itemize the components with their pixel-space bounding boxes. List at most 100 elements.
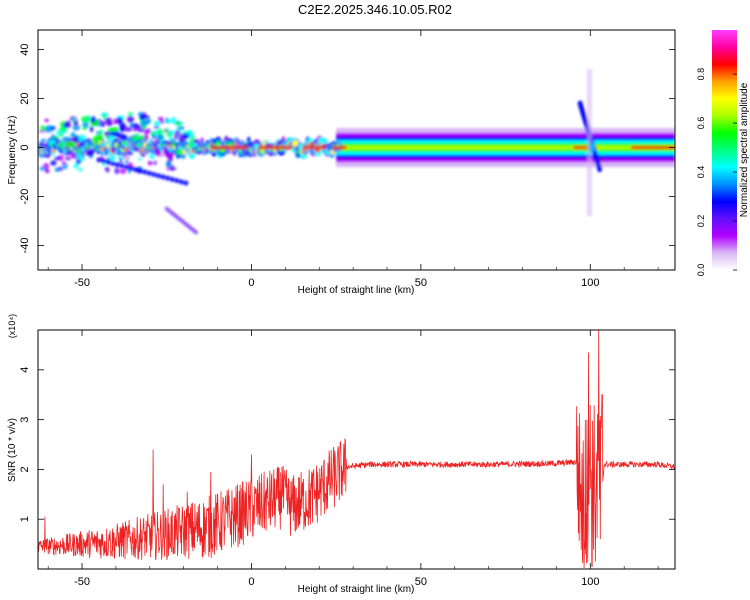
colorbar-label: Normalized spectral amplitude — [739, 82, 750, 217]
cloud-blob — [153, 120, 161, 127]
cloud-blob — [119, 126, 125, 133]
spectrogram-marks — [38, 69, 675, 235]
cloud-blob — [164, 140, 173, 145]
lower-blob — [169, 157, 173, 161]
cloud-blob — [173, 132, 177, 141]
cloud-blob — [174, 121, 183, 127]
band-hot-core — [332, 145, 347, 150]
cloud-blob — [48, 139, 56, 145]
cloud-blob — [171, 116, 176, 124]
diagonal-streak-dot — [110, 160, 116, 166]
diagonal-streak-dot — [160, 174, 166, 180]
lower-blob — [44, 168, 50, 174]
lower-blob — [169, 167, 177, 171]
lower-blob — [65, 156, 72, 161]
lower-blob — [85, 152, 91, 156]
snr-y-tick-label: 1 — [19, 516, 31, 522]
cloud-blob — [166, 132, 171, 137]
cloud-blob — [150, 130, 154, 138]
diagonal-streak-dot — [96, 157, 102, 163]
cloud-blob — [155, 134, 165, 140]
band-hot-core — [302, 145, 327, 150]
lower-blob — [119, 158, 123, 163]
band-hot-core — [573, 145, 598, 150]
diagonal-streak-dot — [183, 180, 189, 186]
diagonal-streak-dot — [165, 175, 171, 181]
lower-blob — [149, 153, 156, 160]
spectrogram-x-tick-label: 50 — [415, 277, 427, 289]
colorbar-tick-label: 0.6 — [696, 117, 706, 130]
lower-blob — [110, 154, 116, 162]
snr-marks — [38, 330, 675, 569]
cloud-blob — [89, 126, 94, 133]
lower-blob — [77, 167, 83, 172]
snr-panel: -50 0 50 100 1 2 3 4 Height of straight line (… — [7, 314, 676, 595]
cloud-blob — [51, 134, 55, 142]
colorbar-ticks: 0.0 0.2 0.4 0.6 0.8 — [696, 68, 737, 276]
snr-y-tick-label: 2 — [19, 466, 31, 472]
cloud-blob — [102, 112, 107, 120]
band-blob-core — [330, 149, 334, 155]
cloud-blob — [44, 118, 49, 123]
diagonal-streak-dot — [169, 176, 175, 182]
cloud-blob — [93, 140, 98, 147]
cloud-blob — [98, 129, 104, 136]
spectrogram-y-ticks: -40 -20 0 20 40 — [19, 43, 675, 253]
cloud-blob — [164, 128, 169, 133]
cloud-blob — [72, 124, 80, 131]
cloud-blob — [63, 122, 69, 128]
cloud-blob — [50, 126, 56, 131]
lower-blob — [123, 154, 131, 161]
diagonal-streak-dot — [119, 163, 125, 169]
diagonal-streak-dot — [128, 165, 134, 171]
band-blob-core — [176, 148, 183, 156]
cloud-blob — [113, 118, 118, 125]
lower-blob — [114, 167, 120, 175]
faint-tail-dot — [194, 230, 199, 235]
diagonal-streak-dot — [133, 167, 139, 173]
cloud-blob — [117, 133, 126, 140]
spectrogram-y-tick-label: 0 — [19, 144, 31, 150]
diagonal-streak-dot — [101, 158, 107, 164]
cloud-blob — [54, 135, 59, 140]
snr-y-multiplier: (x10⁴) — [7, 314, 17, 338]
cloud-blob — [40, 125, 45, 131]
snr-x-tick-label: 50 — [415, 576, 427, 588]
lower-blob — [153, 160, 157, 166]
colorbar-tick-label: 0.4 — [696, 166, 706, 179]
cloud-blob — [108, 135, 116, 142]
snr-x-ticks: -50 0 50 100 — [47, 330, 659, 588]
cloud-blob — [131, 135, 137, 142]
snr-y-label: SNR (10 * v/v) — [7, 418, 18, 482]
cloud-blob — [123, 126, 133, 132]
lower-blob — [165, 160, 172, 168]
lower-blob — [141, 153, 145, 158]
lower-blob — [117, 155, 123, 160]
diagonal-streak-dot — [105, 159, 111, 165]
cloud-blob — [135, 132, 140, 141]
snr-y-tick-label: 4 — [19, 367, 31, 373]
diagonal-streak-dot — [178, 179, 184, 185]
band-blob-core — [125, 147, 129, 153]
cloud-blob — [59, 131, 64, 138]
cloud-blob — [73, 121, 78, 125]
snr-x-tick-label: -50 — [74, 576, 90, 588]
lower-blob — [50, 160, 57, 166]
lower-blob — [73, 163, 79, 169]
cloud-blob — [106, 120, 113, 127]
lower-blob — [61, 161, 66, 165]
diagonal-streak-dot — [137, 168, 143, 174]
colorbar-tick-label: 0.2 — [696, 215, 706, 228]
spectrogram-x-label: Height of straight line (km) — [298, 285, 415, 296]
cloud-blob — [90, 116, 96, 123]
snr-frame — [37, 329, 676, 570]
band-blob-core — [219, 148, 226, 154]
lower-blob — [70, 152, 77, 159]
cloud-blob — [79, 142, 83, 148]
spectrogram-x-tick-label: 0 — [248, 277, 254, 289]
spectrogram-y-tick-label: 40 — [19, 43, 31, 55]
cloud-blob — [77, 134, 86, 142]
streak-center-blob — [588, 142, 595, 153]
cloud-blob — [85, 115, 91, 123]
